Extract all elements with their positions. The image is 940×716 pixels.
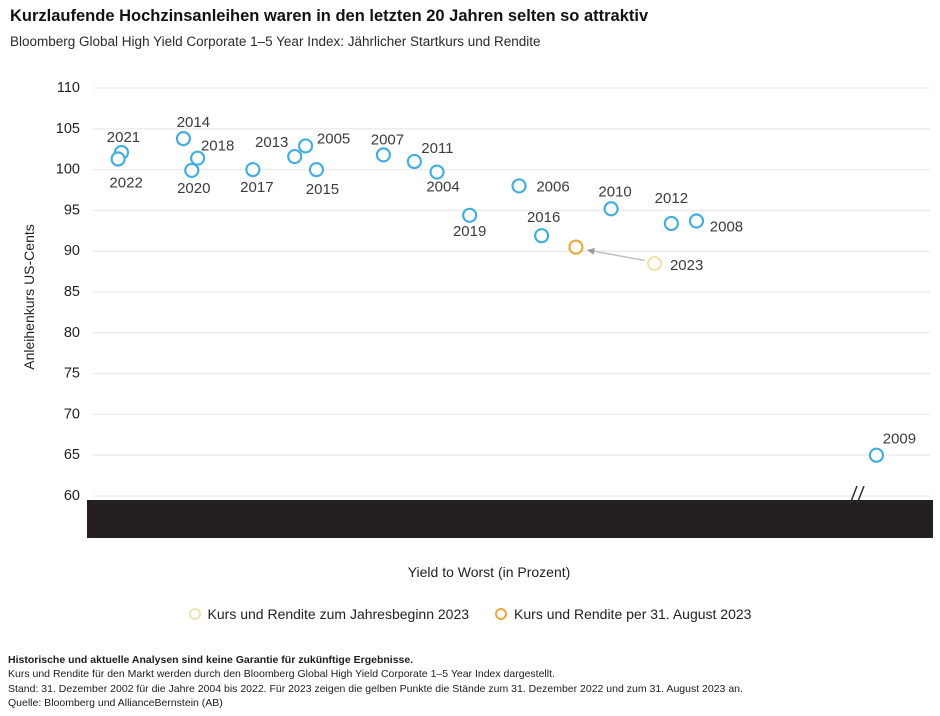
y-tick-85: 85 (64, 284, 80, 300)
data-point-2011 (406, 153, 423, 170)
y-tick-75: 75 (64, 366, 80, 382)
point-label-2014: 2014 (177, 114, 210, 131)
y-tick-65: 65 (64, 447, 80, 463)
legend-item-august-2023: Kurs und Rendite per 31. August 2023 (495, 606, 751, 622)
footnote-disclaimer: Historische und aktuelle Analysen sind k… (8, 654, 414, 666)
point-label-2018: 2018 (201, 138, 234, 155)
data-point-2005 (297, 138, 314, 154)
point-label-2011: 2011 (421, 140, 453, 157)
data-point-2020 (184, 162, 200, 179)
data-point-2006 (511, 178, 527, 194)
data-point-2023-august (568, 239, 584, 255)
axis-break-icon (849, 485, 858, 505)
y-tick-90: 90 (64, 243, 80, 259)
point-label-2020: 2020 (177, 180, 210, 197)
data-point-2018 (190, 150, 206, 166)
y-tick-95: 95 (64, 202, 80, 218)
legend-marker-gold-circle-icon (495, 608, 508, 620)
point-label-2007: 2007 (371, 131, 404, 148)
data-point-2012 (663, 215, 679, 232)
data-point-2016 (534, 228, 550, 244)
data-point-2009 (868, 447, 885, 463)
scatter-chart: 110 105 100 95 90 85 80 75 70 65 60 Anleihenkurs US… (21, 80, 933, 580)
y-tick-105: 105 (56, 121, 80, 137)
point-label-2015: 2015 (306, 181, 339, 198)
point-label-2012: 2012 (655, 190, 688, 207)
data-point-2007 (375, 147, 392, 163)
point-label-2022: 2022 (109, 174, 142, 191)
footnote-quelle: Quelle: Bloomberg und AllianceBernstein … (8, 696, 223, 709)
point-label-2023: 2023 (670, 257, 703, 274)
point-label-2017: 2017 (240, 179, 273, 196)
chart-legend: Kurs und Rendite zum Jahresbeginn 2023 K… (0, 606, 940, 622)
data-point-2019 (462, 207, 478, 223)
axis-break-icon (856, 485, 865, 505)
point-label-2019: 2019 (453, 223, 486, 240)
point-label-2013: 2013 (255, 134, 288, 151)
legend-marker-pale-circle-icon (188, 608, 201, 620)
footnotes: Historische und aktuelle Analysen sind k… (8, 653, 934, 710)
data-point-2017 (245, 162, 261, 178)
point-label-2016: 2016 (527, 209, 560, 226)
data-point-2014 (175, 130, 191, 147)
data-point-2008 (688, 213, 705, 229)
point-label-2021: 2021 (107, 129, 140, 146)
data-point-2004 (429, 164, 445, 180)
x-axis-title: Yield to Worst (in Prozent) (408, 564, 571, 580)
point-label-2006: 2006 (536, 178, 569, 195)
y-tick-70: 70 (64, 406, 80, 422)
footnote-index: Kurs und Rendite für den Markt werden du… (8, 668, 555, 681)
legend-label: Kurs und Rendite per 31. August 2023 (514, 606, 752, 622)
y-axis-title: Anleihenkurs US-Cents (21, 224, 37, 370)
data-point-2013 (287, 148, 303, 165)
data-point-2015 (308, 162, 325, 178)
legend-item-jahresbeginn-2023: Kurs und Rendite zum Jahresbeginn 2023 (188, 606, 470, 622)
legend-label: Kurs und Rendite zum Jahresbeginn 2023 (207, 606, 470, 622)
point-label-2005: 2005 (317, 130, 350, 147)
y-tick-80: 80 (64, 325, 80, 341)
y-tick-110: 110 (57, 80, 80, 96)
y-tick-100: 100 (56, 162, 80, 178)
data-point-2023-jahresbeginn (647, 255, 663, 272)
point-label-2008: 2008 (710, 219, 743, 236)
page-subtitle: Bloomberg Global High Yield Corporate 1–… (10, 34, 541, 49)
point-label-2009: 2009 (883, 431, 916, 448)
point-label-2010: 2010 (598, 183, 631, 200)
black-redaction-bar (87, 500, 933, 538)
footnote-stand: Stand: 31. Dezember 2002 für die Jahre 2… (8, 682, 743, 695)
page-title: Kurzlaufende Hochzinsanleihen waren in d… (10, 7, 649, 25)
point-label-2004: 2004 (426, 179, 459, 196)
data-point-2022 (110, 151, 126, 167)
arrow-2023 (586, 247, 645, 262)
data-point-2010 (603, 201, 619, 217)
y-tick-60: 60 (64, 488, 80, 504)
